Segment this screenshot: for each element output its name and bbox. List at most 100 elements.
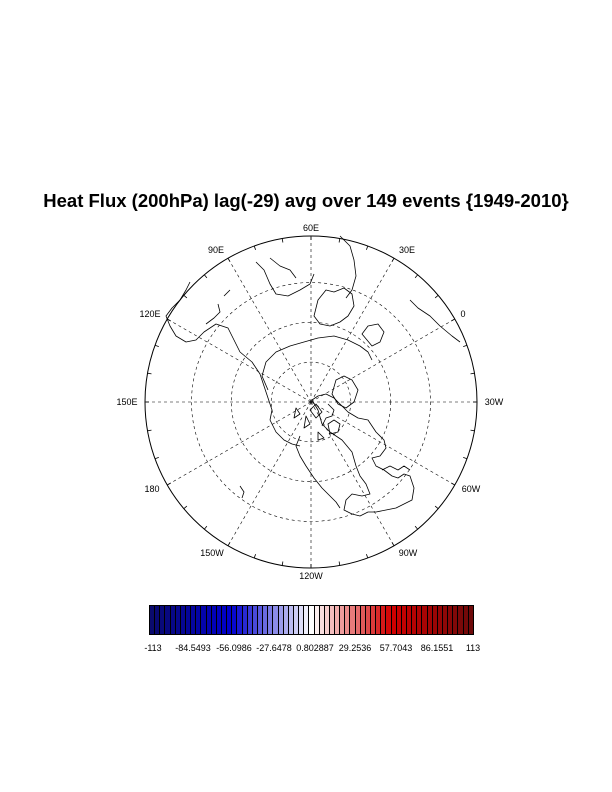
boundary-tick [414, 525, 419, 530]
colorbar-cell [345, 606, 351, 634]
lon-label-60w: 60W [461, 484, 481, 494]
boundary-tick [451, 482, 455, 486]
meridian-line [310, 401, 455, 486]
colorbar-cell [324, 606, 330, 634]
colorbar-cell [401, 606, 408, 634]
coastline-asia-pacific [239, 351, 273, 421]
colorbar-cell [381, 606, 387, 634]
boundary-tick [463, 457, 468, 460]
colorbar-cell [365, 606, 372, 634]
colorbar-cell [314, 606, 320, 634]
colorbar-cell [165, 606, 171, 634]
boundary-tick [183, 505, 188, 510]
boundary-tick [227, 258, 231, 262]
colorbar-cell [360, 606, 366, 634]
colorbar-cell [299, 606, 305, 634]
colorbar-cell [371, 606, 377, 634]
lon-label-150e: 150E [116, 397, 138, 407]
colorbar-cell [206, 606, 212, 634]
colorbar-cell [355, 606, 361, 634]
lon-label-60e: 60E [302, 223, 320, 233]
colorbar-label-8: 113 [465, 643, 481, 653]
boundary-tick [203, 274, 208, 279]
coastline-north-america [311, 393, 415, 517]
boundary-tick [463, 344, 468, 347]
latitude-circle [270, 361, 352, 443]
colorbar-cell [422, 606, 428, 634]
lon-label-180: 180 [144, 484, 160, 494]
boundary-tick [366, 554, 369, 559]
latitude-circle [191, 282, 431, 522]
boundary-tick [434, 294, 439, 299]
boundary-tick [253, 245, 256, 250]
colorbar-cell [376, 606, 382, 634]
colorbar-cell [288, 606, 294, 634]
colorbar-cell [448, 606, 454, 634]
coastline-africa [339, 235, 461, 343]
colorbar-cell [335, 606, 341, 634]
meridian-line [227, 258, 312, 403]
colorbar-label-7: 86.1551 [420, 643, 454, 653]
coastline-japan [205, 289, 231, 325]
boundary-tick [391, 258, 395, 262]
colorbar-cell [437, 606, 444, 634]
colorbar-cell [191, 606, 197, 634]
colorbar-label-2: -56.0986 [216, 643, 252, 653]
coastline-arabia [255, 261, 315, 297]
boundary-tick [154, 457, 159, 460]
coastline-central-america [381, 465, 411, 471]
colorbar-cell [196, 606, 202, 634]
lon-label-0: 0 [460, 309, 466, 319]
coastline-alaska [239, 419, 301, 499]
colorbar-cell [170, 606, 176, 634]
colorbar-cell [155, 606, 161, 634]
colorbar-label-3: -27.6478 [256, 643, 292, 653]
lon-label-90w: 90W [398, 548, 418, 558]
coastline-arctic-islands [293, 407, 325, 441]
colorbar-cell [329, 606, 336, 634]
lon-label-150w: 150W [200, 548, 224, 558]
coastline-europe [313, 287, 355, 327]
coastline-india [269, 257, 297, 279]
meridian-line [310, 258, 395, 403]
colorbar-cell [443, 606, 449, 634]
boundary-tick [203, 525, 208, 530]
colorbar-cell [268, 606, 274, 634]
boundary-tick [281, 561, 284, 566]
colorbar-cell [453, 606, 459, 634]
coastline-greenland [331, 375, 359, 409]
colorbar-cell [412, 606, 418, 634]
colorbar-cell [278, 606, 284, 634]
colorbar-cell [463, 606, 469, 634]
colorbar-label-4: 0.802887 [296, 643, 334, 653]
colorbar-cell [232, 606, 238, 634]
colorbar-cell [257, 606, 264, 634]
boundary-tick [183, 294, 188, 299]
colorbar-cell [350, 606, 356, 634]
boundary-tick [470, 372, 475, 375]
lon-label-30e: 30E [398, 245, 416, 255]
boundary-tick [154, 344, 159, 347]
colorbar-cell [304, 606, 310, 634]
colorbar-cell [252, 606, 258, 634]
colorbar-cell [468, 606, 473, 634]
colorbar-cell [427, 606, 433, 634]
coastline-scandinavia [361, 323, 385, 347]
colorbar-cell [160, 606, 166, 634]
meridian-line [310, 401, 395, 546]
colorbar-cell [150, 606, 156, 634]
colorbar-cell [407, 606, 413, 634]
colorbar-cell [417, 606, 423, 634]
colorbar-cell [201, 606, 207, 634]
boundary-tick [227, 542, 231, 546]
plot-title: Heat Flux (200hPa) lag(-29) avg over 149… [43, 190, 569, 211]
boundary-tick [391, 542, 395, 546]
meridian-line [310, 318, 455, 403]
colorbar-cell [185, 606, 192, 634]
boundary-tick [434, 505, 439, 510]
boundary-tick [147, 372, 152, 375]
colorbar-cell [458, 606, 464, 634]
colorbar-cell [175, 606, 181, 634]
colorbar-cell [309, 606, 315, 634]
colorbar-cell [227, 606, 233, 634]
